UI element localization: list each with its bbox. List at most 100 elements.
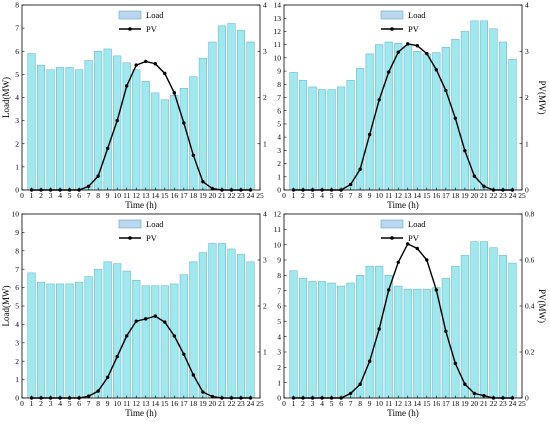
pv-point bbox=[415, 44, 419, 48]
x-tick-label: 21 bbox=[218, 399, 226, 408]
pv-point bbox=[367, 132, 372, 137]
y-right-tick-label: 0.6 bbox=[525, 256, 535, 265]
x-tick-label: 14 bbox=[414, 191, 422, 200]
load-bar bbox=[198, 57, 207, 191]
x-tick-label: 10 bbox=[375, 191, 383, 200]
x-tick-label: 11 bbox=[123, 191, 130, 200]
x-tick-label: 21 bbox=[218, 191, 226, 200]
load-bar bbox=[246, 261, 255, 399]
load-bar bbox=[65, 67, 74, 191]
x-tick-label: 25 bbox=[518, 191, 526, 200]
pv-point bbox=[191, 373, 196, 377]
y-tick-label: 10 bbox=[12, 210, 20, 219]
x-tick-label: 4 bbox=[320, 399, 324, 408]
y-tick-label: 8 bbox=[277, 80, 281, 89]
y-tick-label: 3 bbox=[277, 348, 281, 357]
x-tick-label: 21 bbox=[480, 399, 488, 408]
y-tick-label: 3 bbox=[15, 116, 19, 125]
x-tick-label: 0 bbox=[282, 399, 286, 408]
pv-point bbox=[434, 288, 439, 292]
pv-point bbox=[115, 354, 119, 359]
x-tick-label: 12 bbox=[394, 191, 402, 200]
x-tick-label: 20 bbox=[471, 399, 479, 408]
pv-point bbox=[396, 50, 400, 54]
pv-point bbox=[172, 91, 177, 95]
x-tick-label: 7 bbox=[87, 191, 91, 200]
load-bar bbox=[236, 30, 246, 191]
y-tick-label: 0 bbox=[277, 394, 281, 403]
legend: Load PV bbox=[380, 219, 426, 243]
legend-load-swatch bbox=[118, 219, 142, 229]
load-bar bbox=[208, 41, 217, 191]
x-tick-label: 14 bbox=[414, 399, 422, 408]
pv-point bbox=[86, 184, 91, 188]
pv-point bbox=[444, 329, 448, 333]
load-bar bbox=[56, 283, 65, 399]
load-bar bbox=[141, 81, 150, 191]
x-axis-title: Time (h) bbox=[387, 408, 418, 418]
load-bar bbox=[113, 55, 122, 191]
load-bar bbox=[489, 28, 498, 191]
y-right-tick-label: 3 bbox=[263, 256, 267, 265]
load-bar bbox=[141, 285, 150, 399]
pv-point bbox=[358, 167, 362, 171]
load-bar bbox=[179, 274, 188, 399]
x-tick-label: 16 bbox=[433, 191, 441, 200]
pv-point bbox=[453, 116, 458, 121]
y-right-axis-title: PV(MW) bbox=[537, 81, 547, 115]
y-tick-label: 7 bbox=[277, 93, 281, 102]
y-right-tick-label: 4 bbox=[525, 1, 529, 10]
pv-point bbox=[201, 179, 205, 184]
x-tick-label: 14 bbox=[152, 399, 160, 408]
y-tick-label: 11 bbox=[274, 225, 281, 234]
y-tick-label: 7 bbox=[15, 24, 19, 33]
y-right-tick-label: 0 bbox=[525, 186, 529, 195]
pv-point bbox=[472, 174, 477, 178]
y-tick-label: 10 bbox=[274, 53, 282, 62]
x-tick-label: 13 bbox=[142, 191, 150, 200]
load-bar bbox=[451, 39, 460, 191]
y-right-tick-label: 4 bbox=[263, 210, 267, 219]
load-bar bbox=[198, 252, 207, 399]
x-tick-label: 12 bbox=[394, 399, 402, 408]
y-right-tick-label: 0 bbox=[525, 394, 529, 403]
x-tick-label: 14 bbox=[152, 191, 160, 200]
load-bar bbox=[479, 241, 488, 399]
load-bar bbox=[94, 268, 103, 399]
x-tick-label: 15 bbox=[423, 399, 431, 408]
x-tick-label: 7 bbox=[349, 399, 353, 408]
pv-point bbox=[387, 70, 391, 74]
pv-line bbox=[293, 43, 513, 191]
pv-point bbox=[153, 314, 157, 318]
load-bar bbox=[403, 45, 412, 191]
x-tick-label: 8 bbox=[96, 399, 100, 408]
load-bar bbox=[217, 243, 226, 399]
x-tick-label: 12 bbox=[132, 191, 140, 200]
y-tick-label: 6 bbox=[277, 302, 281, 311]
x-tick-label: 23 bbox=[237, 191, 245, 200]
x-tick-label: 2 bbox=[39, 399, 43, 408]
load-bar bbox=[132, 279, 141, 399]
y-tick-label: 6 bbox=[15, 47, 19, 56]
x-tick-label: 4 bbox=[58, 399, 62, 408]
load-bar bbox=[346, 282, 355, 399]
pv-point bbox=[415, 246, 419, 251]
x-tick-label: 9 bbox=[106, 399, 110, 408]
y-right-tick-label: 3 bbox=[263, 47, 267, 56]
x-tick-label: 4 bbox=[58, 191, 62, 200]
x-tick-label: 1 bbox=[292, 399, 296, 408]
pv-line bbox=[293, 242, 513, 399]
load-bar bbox=[394, 43, 403, 191]
x-tick-label: 13 bbox=[142, 399, 150, 408]
pv-point bbox=[134, 319, 138, 323]
pv-point bbox=[115, 118, 119, 123]
load-bar bbox=[227, 248, 236, 399]
legend-load-label: Load bbox=[408, 10, 426, 20]
x-tick-label: 11 bbox=[385, 399, 392, 408]
pv-point bbox=[482, 184, 486, 188]
load-bar bbox=[384, 275, 393, 399]
load-bar bbox=[151, 92, 160, 191]
x-tick-label: 16 bbox=[171, 191, 179, 200]
pv-point bbox=[96, 174, 100, 178]
x-tick-label: 15 bbox=[423, 191, 431, 200]
